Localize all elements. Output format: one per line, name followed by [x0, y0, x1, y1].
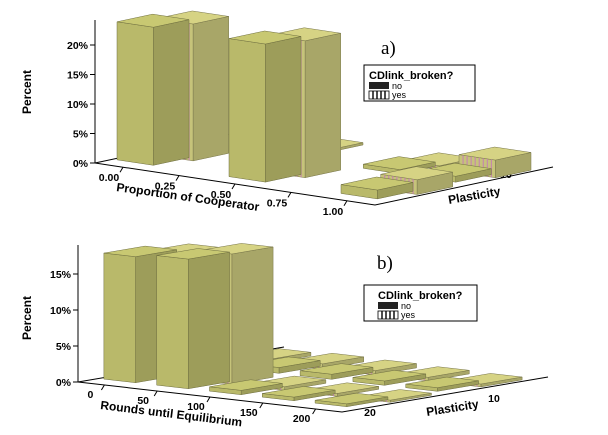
panel-a-xtick-label: 1.00 [323, 206, 344, 218]
panel-a-ytick-label: 20% [67, 40, 89, 52]
panel-a-bar-no-p20-0.50 [228, 30, 302, 183]
panel-a-legend-no: no [392, 81, 402, 91]
panel-a-ylabel: Percent [20, 70, 34, 114]
panel-b-ytick-label: 5% [56, 341, 72, 353]
panel-b-xlabel: Rounds until Equilibrium [100, 398, 243, 429]
panel-b-ztick-label: 10 [488, 393, 500, 405]
panel-b-ytick-label: 10% [50, 305, 72, 317]
panel-b-ztick-label: 20 [364, 407, 376, 419]
panel-b-legend-yes: yes [401, 310, 416, 320]
panel-a-bar-no-p20-1.00 [340, 176, 414, 200]
panel-b-bar-no-p20-50 [156, 248, 230, 389]
panel-a-ytick-label: 10% [67, 99, 89, 111]
panel-a-xtick-label: 0.50 [211, 189, 232, 201]
panel-b-legend-swatch-yes [377, 310, 399, 320]
panel-b-xtick-label: 200 [293, 413, 311, 425]
panel-b-xtick-label: 50 [137, 395, 149, 407]
panel-a-xtick-label: 0.25 [155, 181, 176, 193]
panel-a-legend-swatch-yes [368, 90, 390, 100]
panel-a-tag: a) [381, 38, 396, 59]
panel-b-legend-title: CDlink_broken? [378, 290, 463, 302]
panel-a-ytick-label: 0% [73, 158, 89, 170]
panel-a-xtick-label: 0.00 [99, 172, 120, 184]
panel-b-legend-swatch-no [378, 302, 398, 309]
panel-b-bars [103, 243, 523, 407]
panel-b-bar-no-p10-100 [299, 363, 374, 380]
panel-b-zlabel: Plasticity [425, 397, 480, 419]
panel-b-xtick-mark [312, 408, 317, 415]
panel-b-xtick-mark [206, 396, 211, 403]
panel-a-xtick-mark [119, 166, 124, 173]
panel-b-legend-no: no [401, 301, 411, 311]
panel-a-xtick-mark [287, 192, 292, 198]
panel-a-legend-title: CDlink_broken? [369, 70, 454, 82]
panel-b-xtick-mark [100, 384, 105, 391]
panel-b-xtick-label: 100 [187, 401, 205, 413]
panel-b-ylabel: Percent [20, 296, 34, 340]
panel-b-bar-no-p20-150 [262, 386, 336, 401]
panel-a-xtick-mark [175, 175, 180, 181]
panel-b-xtick-label: 150 [240, 407, 258, 419]
panel-a-ytick-label: 15% [67, 70, 89, 82]
panel-a-legend: CDlink_broken? no yes [363, 64, 476, 102]
panel-b-xtick-label: 0 [87, 389, 93, 401]
panel-a-legend-yes: yes [392, 90, 407, 100]
panel-a-xtick-mark [343, 200, 348, 207]
panel-b-bar-no-p20-100 [209, 379, 283, 395]
panel-a-legend-swatch-no [369, 82, 389, 89]
panel-a-xlabel: Proportion of Cooperator [116, 180, 261, 214]
panel-a-bars [116, 10, 532, 200]
panel-b-bar-no-p20-200 [314, 392, 389, 407]
panel-b: 0% 5% 10% 15% 0 50 100 150 200 20 10 Percent Round… [20, 243, 549, 429]
panel-b-xtick-mark [259, 402, 264, 409]
panel-b-ytick-label: 0% [56, 377, 72, 389]
panel-a-xtick-mark [231, 183, 236, 190]
panel-b-tag: b) [377, 253, 393, 274]
panel-b-bar-no-p10-200 [405, 376, 479, 392]
panel-a-bar-no-p20-0.00 [116, 13, 190, 166]
panel-b-bar-no-p10-150 [352, 370, 427, 386]
panel-a-xtick-label: 0.75 [267, 197, 288, 209]
panel-b-legend: CDlink_broken? no yes [363, 284, 478, 322]
panel-b-ytick-label: 15% [50, 269, 72, 281]
panel-b-xtick-mark [153, 390, 158, 397]
panel-a-ytick-label: 5% [73, 129, 89, 141]
